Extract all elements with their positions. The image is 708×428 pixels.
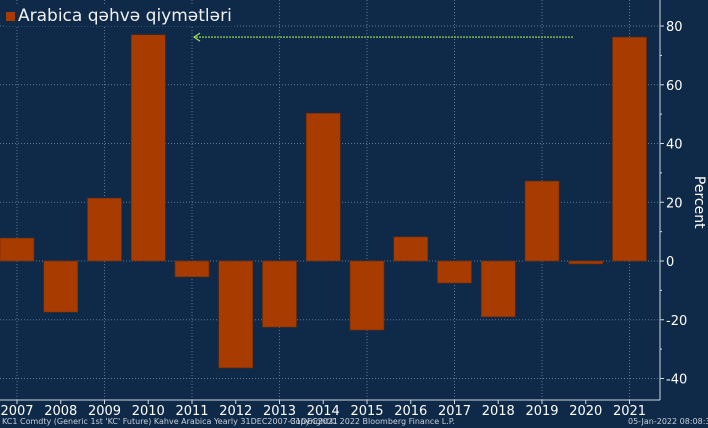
x-tick-label: 2010 <box>132 404 165 419</box>
x-tick-label: 2013 <box>263 404 296 419</box>
legend: Arabica qəhvə qiymətləri <box>6 6 236 26</box>
bar-2019 <box>524 180 560 262</box>
bar-2021 <box>612 36 647 262</box>
bar-2018 <box>480 260 516 318</box>
x-tick-label: 2016 <box>394 404 427 419</box>
x-tick-label: 2008 <box>44 404 77 419</box>
bar-2016 <box>393 236 429 262</box>
legend-swatch <box>6 11 15 21</box>
footer-timestamp: 05-Jan-2022 08:08:36 <box>628 417 708 426</box>
x-tick-label: 2015 <box>350 404 383 419</box>
bar-2014 <box>305 112 341 262</box>
bar-2012 <box>218 260 254 369</box>
bar-2010 <box>130 34 166 262</box>
y-tick-label: 40 <box>666 138 683 153</box>
bar-2013 <box>262 260 297 328</box>
x-tick-label: 2021 <box>613 404 646 419</box>
y-tick-label: -20 <box>666 314 687 329</box>
y-tick-label: 80 <box>666 20 683 35</box>
x-tick-label: 2007 <box>0 404 33 419</box>
bar-2007 <box>0 237 35 262</box>
y-axis-label: Percent <box>691 176 707 229</box>
bar-2015 <box>349 260 385 331</box>
bar-2009 <box>87 197 122 262</box>
x-tick-label: 2018 <box>482 404 515 419</box>
x-tick-label: 2017 <box>438 404 471 419</box>
bar-2017 <box>437 260 472 284</box>
y-tick-label: -40 <box>666 373 687 388</box>
y-tick-label: 60 <box>666 79 683 94</box>
y-tick-label: 20 <box>666 196 683 211</box>
footer-source: KC1 Comdty (Generic 1st 'KC' Future) Kah… <box>2 417 338 426</box>
bar-2020 <box>568 260 604 265</box>
x-tick-label: 2019 <box>525 404 558 419</box>
bar-2011 <box>174 260 210 278</box>
x-tick-label: 2020 <box>569 404 602 419</box>
legend-label: Arabica qəhvə qiymətləri <box>18 6 232 26</box>
x-tick-label: 2014 <box>307 404 340 419</box>
footer-copyright: Copyright© 2022 Bloomberg Finance L.P. <box>290 417 455 426</box>
bar-2008 <box>43 260 79 313</box>
annotation-arrowhead <box>192 32 201 42</box>
x-tick-label: 2011 <box>175 404 208 419</box>
x-tick-label: 2012 <box>219 404 252 419</box>
y-tick-label: 0 <box>666 255 674 270</box>
x-tick-label: 2009 <box>88 404 121 419</box>
